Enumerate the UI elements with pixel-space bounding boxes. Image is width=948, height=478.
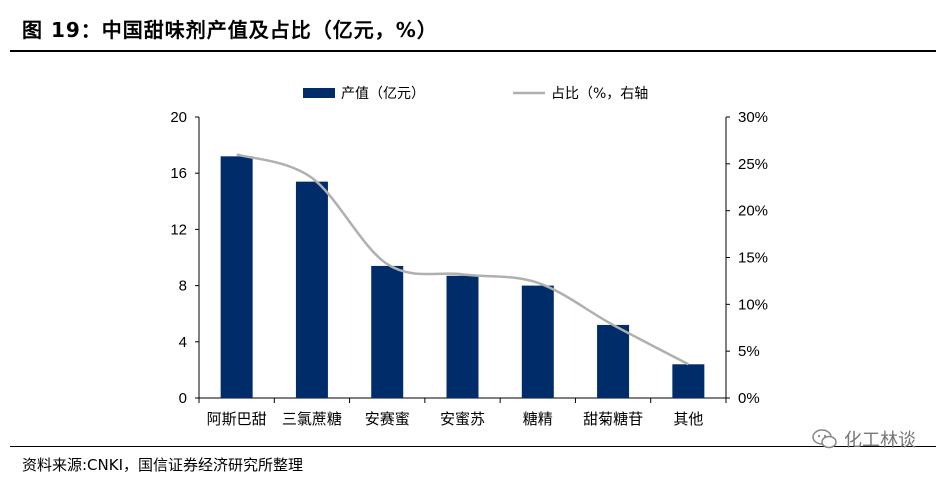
- y-left-tick-label: 16: [170, 165, 187, 182]
- chart-title: 图 19：中国甜味剂产值及占比（亿元，%）: [22, 18, 438, 42]
- legend-label-line: 占比（%，右轴: [551, 86, 648, 102]
- bar: [295, 181, 328, 398]
- y-right-tick-label: 30%: [738, 109, 768, 126]
- y-left-tick-label: 4: [179, 334, 187, 351]
- footer-rule: [10, 446, 936, 447]
- y-left-tick-label: 0: [179, 390, 187, 407]
- x-tick-label: 安蜜苏: [440, 410, 485, 428]
- y-right-tick-label: 5%: [738, 343, 760, 360]
- bar: [672, 364, 705, 398]
- watermark-text: 化工林谈: [844, 430, 916, 451]
- x-tick-label: 阿斯巴甜: [207, 410, 267, 428]
- title-rule: [10, 50, 936, 52]
- y-left-tick-label: 8: [179, 278, 187, 295]
- x-tick-label: 糖精: [523, 410, 553, 428]
- x-tick-label: 甜菊糖苷: [583, 410, 643, 428]
- x-tick-label: 三氯蔗糖: [282, 410, 342, 428]
- bar: [371, 265, 404, 398]
- watermark: 化工林谈: [812, 426, 916, 452]
- y-right-tick-label: 15%: [738, 250, 768, 267]
- y-left-tick-label: 20: [170, 109, 187, 126]
- legend-label-bar: 产值（亿元）: [341, 86, 425, 102]
- x-tick-label: 安赛蜜: [365, 410, 410, 428]
- y-right-tick-label: 25%: [738, 156, 768, 173]
- chart: 0 4 8 12 16 20 0% 5% 10% 15% 20% 25% 30% 阿斯巴甜 三氯蔗糖 安赛蜜 安…: [170, 86, 768, 428]
- y-right-tick-label: 20%: [738, 203, 768, 220]
- y-right-tick-label: 10%: [738, 296, 768, 313]
- bar: [220, 156, 253, 398]
- bar: [446, 275, 479, 398]
- x-tick-label: 其他: [673, 410, 703, 428]
- y-left-tick-label: 12: [170, 221, 187, 238]
- bar: [597, 324, 630, 398]
- wechat-icon: [812, 429, 837, 449]
- legend-swatch-bar: [303, 88, 335, 98]
- y-right-tick-label: 0%: [738, 390, 760, 407]
- source-note: 资料来源:CNKI，国信证券经济研究所整理: [22, 456, 304, 474]
- bar: [521, 285, 554, 398]
